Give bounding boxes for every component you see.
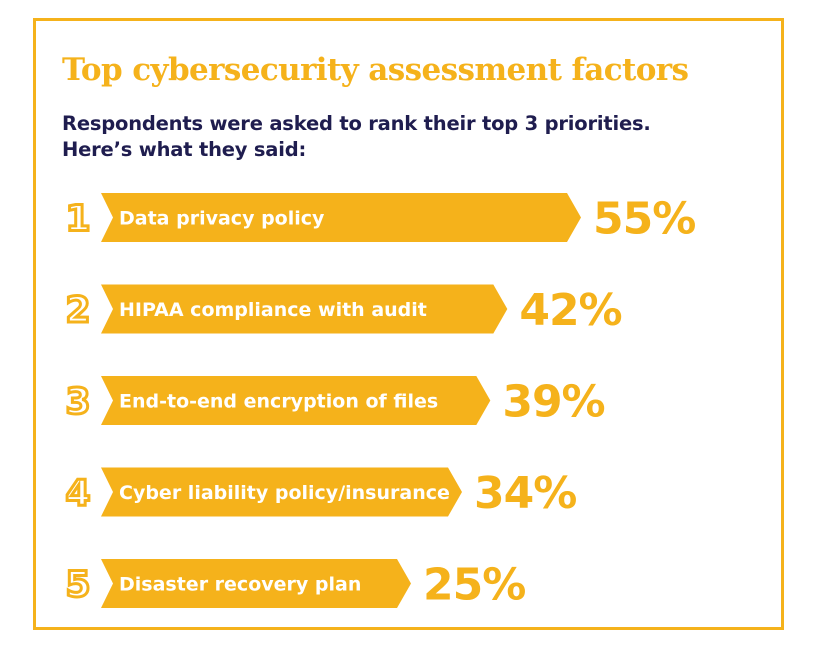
rank-number: 1 <box>65 199 90 240</box>
bar-category-label: Cyber liability policy/insurance <box>119 482 450 504</box>
bar-category-label: HIPAA compliance with audit <box>119 299 427 321</box>
bar-category-label: Disaster recovery plan <box>119 574 361 596</box>
bar-value-label: 34% <box>474 468 576 519</box>
rank-number: 2 <box>65 290 90 331</box>
chart-subtitle: Respondents were asked to rank their top… <box>62 112 651 161</box>
bar-value-label: 25% <box>423 560 525 611</box>
bar <box>101 193 581 242</box>
bar <box>101 376 491 425</box>
bar-row: 4 Cyber liability policy/insurance 34% <box>64 467 577 519</box>
bar <box>101 559 411 608</box>
bar-row: 2 HIPAA compliance with audit 42% <box>64 284 623 336</box>
rank-number: 5 <box>65 565 90 606</box>
bar-value-label: 42% <box>519 285 621 336</box>
bar <box>101 284 508 334</box>
bar-value-label: 55% <box>593 194 695 245</box>
chart-title: Top cybersecurity assessment factors <box>62 52 689 88</box>
bar-row: 3 End-to-end encryption of files 39% <box>64 376 606 428</box>
bar-category-label: End-to-end encryption of files <box>119 391 438 413</box>
rank-number: 4 <box>65 473 90 514</box>
bar-category-label: Data privacy policy <box>119 208 325 230</box>
bar-row: 1 Data privacy policy 55% <box>64 193 696 245</box>
bar-value-label: 39% <box>502 377 604 428</box>
bar-row: 5 Disaster recovery plan 25% <box>64 559 526 611</box>
rank-number: 3 <box>65 382 90 423</box>
bar <box>101 467 462 517</box>
